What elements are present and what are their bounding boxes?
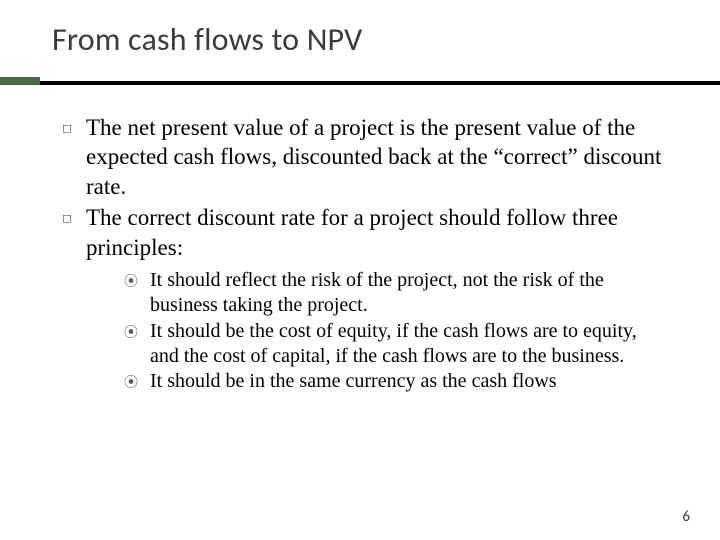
dot-bullet-icon: ⦿: [124, 268, 150, 294]
bullet-text: The correct discount rate for a project …: [86, 203, 664, 262]
slide: From cash flows to NPV ◻ The net present…: [0, 0, 720, 540]
title-underline-main: [0, 81, 720, 85]
list-item: ⦿ It should be in the same currency as t…: [124, 369, 664, 395]
title-underline-accent: [0, 77, 40, 85]
slide-content: ◻ The net present value of a project is …: [0, 85, 720, 395]
bullet-list-level1: ◻ The net present value of a project is …: [62, 113, 664, 262]
slide-title: From cash flows to NPV: [0, 0, 720, 59]
title-underline: [0, 77, 720, 85]
dot-bullet-icon: ⦿: [124, 369, 150, 395]
list-item: ⦿ It should be the cost of equity, if th…: [124, 319, 664, 369]
bullet-text: The net present value of a project is th…: [86, 113, 664, 201]
bullet-list-level2: ⦿ It should reflect the risk of the proj…: [62, 268, 664, 395]
dot-bullet-icon: ⦿: [124, 319, 150, 345]
square-bullet-icon: ◻: [62, 203, 86, 233]
square-bullet-icon: ◻: [62, 113, 86, 143]
list-item: ⦿ It should reflect the risk of the proj…: [124, 268, 664, 318]
bullet-text: It should reflect the risk of the projec…: [150, 268, 664, 318]
bullet-text: It should be the cost of equity, if the …: [150, 319, 664, 369]
page-number: 6: [682, 508, 690, 526]
list-item: ◻ The correct discount rate for a projec…: [62, 203, 664, 262]
bullet-text: It should be in the same currency as the…: [150, 369, 557, 394]
list-item: ◻ The net present value of a project is …: [62, 113, 664, 201]
